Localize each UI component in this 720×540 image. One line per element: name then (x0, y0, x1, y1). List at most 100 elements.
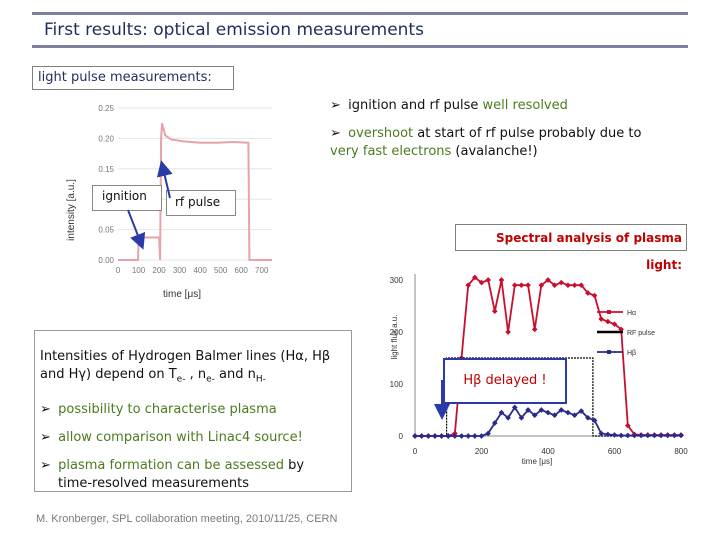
bullet-highlight: well resolved (482, 98, 568, 113)
arrow-bullet-icon: ➢ (40, 457, 51, 473)
chart2-point (571, 412, 578, 419)
intro-sep2: and n (214, 367, 256, 382)
chart2-point (611, 432, 618, 438)
arrow-bullet-icon: ➢ (330, 126, 341, 141)
chart2-point (472, 433, 478, 439)
chart1-ytick-label: 0.25 (98, 104, 114, 113)
bullet-text: by (284, 457, 305, 473)
arrow-bullet-icon: ➢ (40, 401, 51, 417)
chart2-point (498, 277, 505, 283)
chart2-point (438, 433, 445, 439)
chart2-point (598, 316, 605, 322)
intro-sub-h: H- (255, 374, 266, 385)
chart2-point (571, 282, 578, 289)
intensities-text: Intensities of Hydrogen Balmer lines (Hα… (40, 348, 370, 493)
title-bottom-rule (32, 45, 688, 48)
chart1-xtick-label: 0 (116, 266, 121, 275)
bullet-text: (avalanche!) (451, 144, 538, 159)
intensities-bullet-3: ➢ plasma formation can be assessed by (40, 457, 370, 475)
bullet-highlight: allow comparison with Linac4 source! (58, 429, 303, 445)
chart2-point (458, 433, 465, 439)
arrow-bullet-icon: ➢ (40, 429, 51, 445)
chart1-xtick-label: 700 (255, 266, 269, 275)
chart2-point (551, 412, 558, 419)
intro-text: and Hγ) depend on T (40, 367, 177, 382)
intro-line1: Intensities of Hydrogen Balmer lines (Hα… (40, 349, 331, 364)
chart1-xtick-label: 600 (235, 266, 249, 275)
chart2-point (425, 433, 432, 439)
chart2-point (658, 432, 664, 439)
chart2-point (505, 329, 511, 335)
chart2-ticks: 0 100 200 300 0 200 400 600 800 (390, 276, 689, 456)
spectral-analysis-label: Spectral analysis of plasma light: (455, 224, 687, 272)
chart2-ytick-label: 300 (390, 276, 404, 285)
intro-line2: and Hγ) depend on Te- , ne- and nH- (40, 366, 370, 389)
intensities-box (34, 330, 352, 492)
intro-sub-e: e- (176, 374, 186, 385)
chart2-point (465, 282, 472, 289)
chart2-point (465, 433, 472, 439)
chart2-point (418, 433, 425, 439)
chart1-xlabel: time [μs] (163, 289, 201, 300)
chart2-point (531, 412, 538, 419)
chart2-xlabel: time [μs] (522, 457, 552, 466)
chart2-ylabel: light flux a.u. (390, 315, 399, 360)
chart1-xtick-label: 100 (132, 266, 146, 275)
chart2-series (412, 274, 684, 439)
chart2-point (638, 432, 644, 439)
intensities-bullet-2: ➢ allow comparison with Linac4 source! (40, 429, 370, 447)
intensities-bullet-1: ➢ possibility to characterise plasma (40, 401, 370, 419)
chart2-point (485, 277, 491, 283)
chart2-point (664, 432, 671, 439)
chart1-xtick-label: 300 (173, 266, 187, 275)
chart2-point (671, 432, 678, 439)
chart2-point (518, 282, 525, 289)
chart2-point (518, 414, 525, 421)
chart2-point (605, 431, 611, 438)
chart2-point (565, 409, 571, 416)
chart2-point (498, 409, 505, 416)
chart2-point (478, 433, 485, 439)
chart2-point (558, 279, 565, 286)
chart2-point (412, 433, 418, 439)
annotation-rfpulse: rf pulse (175, 195, 221, 209)
chart2-legend-marker (607, 310, 611, 314)
chart2-legend: Hα RF pulse Hβ (597, 310, 655, 357)
chart1-ytick-label: 0.05 (98, 226, 114, 235)
chart2-xtick-label: 600 (608, 447, 622, 456)
chart2-point (624, 432, 631, 439)
chart2-xtick-label: 800 (674, 447, 688, 456)
chart2-point (511, 404, 518, 411)
chart2-point (531, 326, 538, 333)
chart2-point (545, 409, 551, 416)
chart2-xtick-label: 0 (413, 447, 418, 456)
light-pulse-chart: 0.000.050.100.150.200.250100200300400500… (66, 104, 272, 300)
chart1-xtick-label: 200 (152, 266, 166, 275)
intro-sep: , n (185, 367, 207, 382)
chart2-ytick-label: 0 (399, 432, 404, 441)
intro-sub-e2: e- (206, 374, 215, 385)
bullet-text: at start of rf pulse probably due to (413, 126, 642, 141)
chart2-point (651, 432, 658, 439)
intensities-bullet-3-cont: time-resolved measurements (58, 475, 250, 491)
chart2-point (511, 282, 518, 289)
chart2-point (491, 308, 498, 315)
chart2-legend-marker (607, 350, 611, 354)
chart2-legend-label: Hβ (627, 350, 636, 357)
bullet-highlight: possibility to characterise plasma (58, 401, 277, 417)
chart1-ylabel: intensity [a.u.] (66, 179, 77, 241)
chart2-point (644, 432, 651, 439)
chart1-xtick-label: 500 (214, 266, 228, 275)
annotation-rfpulse-box (166, 190, 236, 216)
chart2-point (545, 277, 551, 283)
chart2-point (585, 414, 591, 421)
chart1-ytick-label: 0.20 (98, 134, 114, 143)
title-top-rule (32, 12, 688, 15)
chart2-point (578, 282, 585, 289)
bullet-highlight: very fast electrons (330, 144, 452, 159)
chart2-point (631, 432, 638, 439)
chart1-ytick-label: 0.15 (98, 165, 114, 174)
bullet-overshoot: ➢ overshoot at start of rf pulse probabl… (330, 125, 650, 161)
chart2-point (578, 408, 585, 414)
chart2-point (618, 432, 624, 439)
